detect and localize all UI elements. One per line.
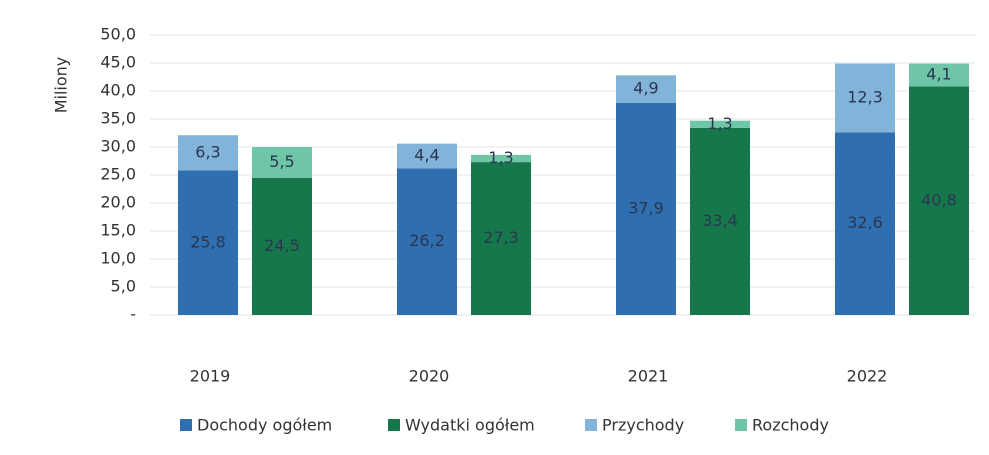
bar-segment [835,63,895,133]
data-label: 5,5 [269,152,294,171]
data-label: 33,4 [702,211,738,230]
x-tick-label: 2019 [190,367,231,386]
bar-segment [471,154,531,163]
data-label: 26,2 [409,231,445,250]
legend-swatch [388,419,400,431]
y-tick-label: 10,0 [100,249,136,268]
bar-segment [252,177,312,315]
bar-segment [397,168,457,315]
x-tick-label: 2021 [628,367,669,386]
y-tick-label: 5,0 [111,277,136,296]
bar-segment [909,63,969,87]
data-label: 37,9 [628,198,664,217]
x-tick-label: 2020 [409,367,450,386]
data-label: 40,8 [921,190,957,209]
data-label: 32,6 [847,213,883,232]
data-label: 6,3 [195,142,220,161]
data-label: 1,3 [488,148,513,167]
bar-segment [690,120,750,128]
y-tick-label: 15,0 [100,221,136,240]
bar-segment [178,170,238,315]
y-tick-label: 40,0 [100,81,136,100]
bar-segment [471,162,531,315]
legend-swatch [735,419,747,431]
y-axis-title: Miliony [52,57,71,114]
data-label: 1,3 [707,114,732,133]
bar-segment [616,75,676,103]
legend-label: Wydatki ogółem [405,416,535,435]
data-label: 12,3 [847,88,883,107]
data-label: 24,5 [264,236,300,255]
bar-segment [397,143,457,169]
y-tick-label: 25,0 [100,165,136,184]
data-label: 4,9 [633,79,658,98]
data-label: 4,4 [414,145,439,164]
bar-segment [252,147,312,178]
bar-segment [690,127,750,316]
legend-swatch [180,419,192,431]
data-label: 25,8 [190,232,226,251]
bar-segment [616,102,676,315]
y-tick-label: 50,0 [100,25,136,44]
y-tick-label: 45,0 [100,53,136,72]
bar-segment [178,135,238,171]
data-label: 27,3 [483,228,519,247]
y-tick-label: 35,0 [100,109,136,128]
y-tick-label: 30,0 [100,137,136,156]
legend-label: Rozchody [752,416,829,435]
legend-label: Dochody ogółem [197,416,332,435]
data-label: 4,1 [926,65,951,84]
bar-segment [909,86,969,316]
legend-swatch [585,419,597,431]
y-tick-label: 20,0 [100,193,136,212]
bar-segment [835,132,895,315]
x-tick-label: 2022 [847,367,888,386]
legend-label: Przychody [602,416,684,435]
y-tick-label: - [130,305,136,324]
